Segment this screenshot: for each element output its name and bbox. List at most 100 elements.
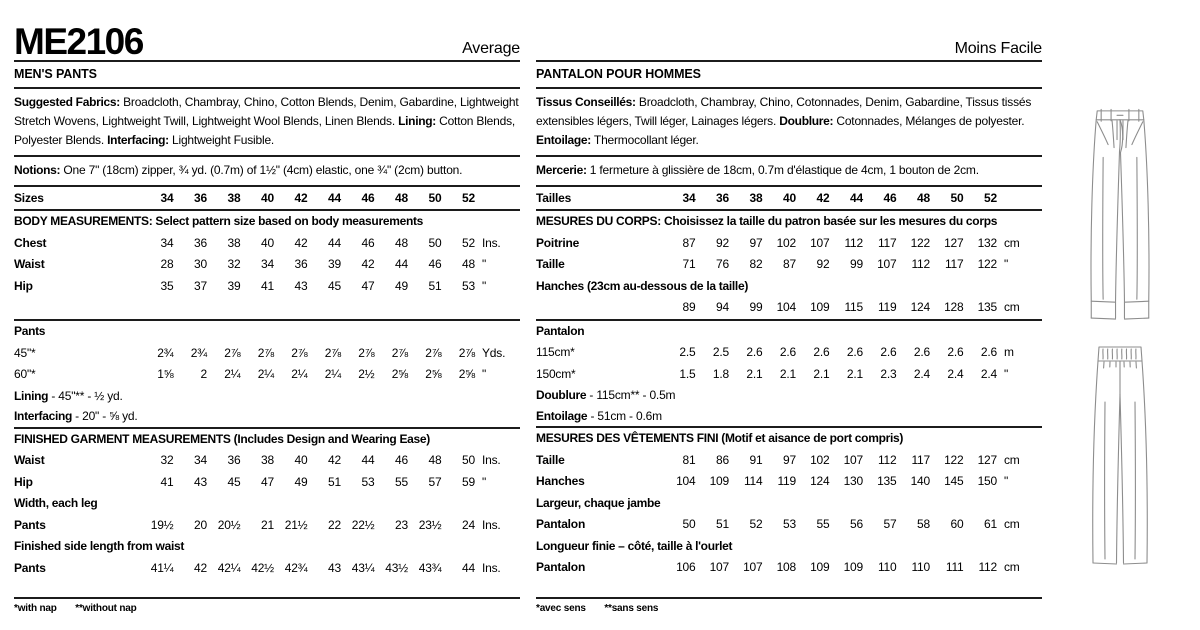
row-label: Chest	[14, 235, 47, 250]
unit-cell: Ins.	[482, 560, 501, 575]
table-cell: 97	[749, 235, 763, 250]
table-cell: 53	[462, 278, 475, 293]
pants-back-illustration	[1070, 336, 1170, 578]
table-cell: 57	[883, 517, 897, 531]
unit-cell: m	[1004, 345, 1014, 359]
table-cell: 58	[917, 517, 930, 531]
table-row: 45"* 2¾ 2¾ 2⅞ 2⅞ 2⅞ 2⅞ 2⅞ 2⅞ 2⅞ 2⅞ Yds.	[14, 343, 520, 365]
table-row: 115cm* 2.5 2.5 2.6 2.6 2.6 2.6 2.6 2.6 2.6 2.6 m	[536, 342, 1042, 364]
row-label: Tailles	[536, 191, 572, 205]
row-label	[536, 297, 662, 319]
table-cell: 51	[716, 517, 729, 531]
horizontal-rule	[14, 87, 520, 89]
row-label: Hanches	[536, 474, 585, 488]
table-cell: 48	[395, 235, 408, 250]
table-cell: 45	[227, 474, 241, 489]
table-cell: 40	[261, 191, 274, 205]
body-measurements-table: BODY MEASUREMENTS: Select pattern size b…	[14, 211, 520, 319]
table-row: Waist 32 34 36 38 40 42 44 46 48 50 Ins.	[14, 450, 520, 472]
table-cell: 2⅞	[358, 345, 375, 360]
table-cell: 127	[977, 452, 998, 467]
table-cell: 119	[777, 474, 796, 488]
horizontal-rule	[536, 318, 1042, 321]
table-note-line: Interfacing - 20" - ⅝ yd.	[14, 409, 138, 423]
table-cell: 2.4	[980, 366, 997, 381]
table-cell: 106	[676, 560, 696, 574]
table-cell: 43¾	[418, 560, 442, 575]
table-cell: 50	[462, 453, 475, 467]
table-cell: 34	[160, 191, 174, 205]
table-row: Pants 19½ 20 20½ 21 21½ 22 22½ 23 23½ 24 Ins.	[14, 515, 520, 537]
table-cell: 91	[749, 452, 763, 467]
table-cell: 22½	[351, 517, 375, 532]
table-cell: 57	[428, 474, 442, 489]
table-cell: 2.5	[679, 345, 696, 359]
table-cell: 107	[843, 452, 864, 467]
table-cell: 43	[294, 278, 308, 293]
table-section-header: MESURES DES VÊTEMENTS FINI (Motif et ais…	[536, 431, 904, 445]
row-label: Poitrine	[536, 235, 580, 250]
table-row: Chest 34 36 38 40 42 44 46 48 50 52 Ins.	[14, 233, 520, 255]
table-cell: 112	[978, 560, 997, 574]
table-cell: 2.6	[947, 345, 964, 359]
table-cell: 38	[749, 191, 763, 205]
table-cell: 46	[361, 191, 375, 205]
bold-label: Lining	[14, 388, 49, 403]
table-cell: 32	[160, 453, 174, 467]
table-row: 150cm* 1.5 1.8 2.1 2.1 2.1 2.1 2.3 2.4 2.4 2.4 "	[536, 364, 1042, 386]
table-cell: 112	[911, 257, 930, 271]
table-cell: 99	[850, 257, 863, 271]
table-row: Pantalon 50 51 52 53 55 56 57 58 60 61 cm	[536, 514, 1042, 536]
table-cell: 2¾	[190, 345, 207, 360]
table-cell: 2⅞	[324, 345, 341, 360]
table-cell: 49	[395, 278, 408, 293]
table-cell: 43¼	[351, 560, 375, 575]
table-cell: 2½	[358, 367, 375, 381]
table-cell: 2⅝	[458, 367, 475, 381]
table-cell: 55	[395, 474, 408, 489]
table-row: Pants 41¼ 42 42¼ 42½ 42¾ 43 43¼ 43½ 43¾ 44 Ins.	[14, 558, 520, 580]
table-cell: 19½	[150, 517, 174, 532]
table-row: Sizes 34 36 38 40 42 44 46 48 50 52	[14, 187, 520, 209]
table-cell: 2.4	[947, 366, 964, 381]
table-row: Poitrine 87 92 97 102 107 112 117 122 127 132 cm	[536, 233, 1042, 255]
table-cell: 2.1	[813, 366, 830, 381]
suggested-fabrics-text: Suggested Fabrics: Broadcloth, Chambray,…	[14, 95, 519, 147]
table-cell: 52	[749, 517, 763, 531]
horizontal-rule	[536, 60, 1042, 62]
table-cell: 43	[328, 560, 341, 575]
footnote-without-nap: **without nap	[75, 603, 137, 614]
table-cell: 2.6	[846, 345, 863, 359]
unit-cell	[997, 187, 1042, 209]
table-cell: 119	[877, 300, 897, 314]
table-cell: 50	[428, 191, 442, 205]
unit-cell: Ins.	[482, 235, 501, 250]
table-cell: 20	[194, 517, 207, 532]
table-row: 89 94 99 104 109 115 119 124 128 135 cm	[536, 297, 1042, 319]
english-column: ME2106 Average MEN'S PANTS Suggested Fab…	[14, 14, 520, 616]
bold-label: Notions:	[14, 163, 61, 177]
table-cell: 34	[194, 453, 207, 467]
footnote-without-nap: **sans sens	[604, 603, 659, 614]
table-cell: 145	[944, 474, 964, 488]
row-label: Hip	[14, 278, 33, 293]
bold-label: Lining:	[398, 114, 436, 128]
table-cell: 38	[227, 191, 241, 205]
table-cell: 34	[682, 191, 696, 205]
row-label: Pantalon	[536, 560, 586, 574]
table-cell: 2.3	[880, 366, 897, 381]
table-cell: 53	[783, 517, 796, 531]
table-cell: 2.1	[746, 366, 763, 381]
table-cell: 42¾	[284, 560, 308, 575]
sizes-row: Tailles 34 36 38 40 42 44 46 48 50 52	[536, 187, 1042, 209]
table-cell: 46	[395, 453, 408, 467]
table-cell: 56	[850, 517, 863, 531]
table-cell: 117	[911, 452, 930, 467]
masthead: Moins Facile	[536, 14, 1043, 58]
footnote-with-nap: *avec sens	[536, 603, 586, 614]
unit-cell: cm	[1004, 560, 1020, 574]
table-cell: 122	[977, 257, 998, 271]
table-cell: 40	[294, 453, 308, 467]
table-cell: 47	[261, 474, 274, 489]
table-cell: 2⅞	[257, 345, 274, 360]
